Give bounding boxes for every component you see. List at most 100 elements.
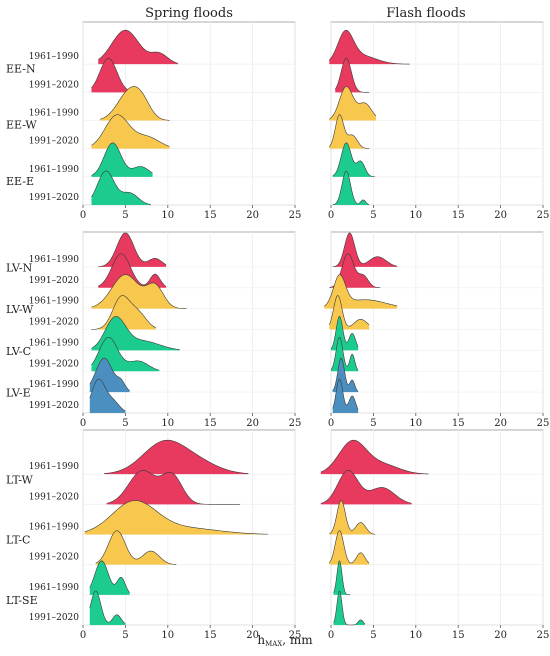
period-label: 1961–1990 [29, 297, 80, 307]
period-label: 1991–2020 [29, 553, 80, 563]
panel-flash-3: 0 5 10 15 20 25 [320, 429, 550, 641]
ridge-outline [104, 439, 249, 474]
ridge-ee-n-spring-1991 [91, 58, 139, 93]
x-tick-label: 20 [246, 210, 259, 221]
ridges [320, 439, 429, 626]
x-tick-label: 5 [122, 630, 128, 641]
x-tick-label: 0 [80, 630, 86, 641]
ridge-outline [334, 58, 370, 93]
ridge-outline [99, 86, 170, 121]
ridge-ee-w-spring-1991 [91, 114, 170, 149]
ridge-outline [89, 590, 126, 624]
ridge-outline [91, 114, 170, 147]
ridge-outline [320, 470, 412, 504]
x-axis: 0 5 10 15 20 25 [80, 625, 301, 641]
x-tick-label: 25 [537, 630, 550, 641]
ridge-lt-c-flash-1961 [329, 500, 376, 535]
period-label: 1991–2020 [29, 613, 80, 623]
x-tick-label: 15 [452, 210, 465, 221]
ridge-lt-c-spring-1961 [84, 500, 268, 535]
ridge-ee-n-spring-1961 [98, 30, 178, 65]
x-tick-label: 5 [370, 630, 376, 641]
region-label-lv-w: LV-W [6, 303, 34, 316]
x-tick-label: 0 [80, 210, 86, 221]
ridge-lv-n-spring-1961 [98, 232, 167, 267]
ridges [91, 29, 179, 205]
region-label-lt-c: LT-C [6, 534, 30, 547]
period-label: 1991–2020 [29, 276, 80, 286]
ridge-lt-w-flash-1991 [320, 470, 412, 505]
period-label: 1991–2020 [29, 193, 80, 203]
ridge-ee-e-flash-1991 [332, 171, 370, 205]
x-tick-label: 0 [328, 210, 334, 221]
ridge-lv-n-spring-1991 [98, 253, 167, 288]
ridge-outline [106, 470, 240, 505]
ridge-outline [91, 142, 153, 176]
x-tick-label: 5 [122, 210, 128, 221]
region-label-lv-n: LV-N [6, 261, 33, 274]
ridge-outline [324, 274, 398, 307]
x-axis: 0 5 10 15 20 25 [80, 413, 301, 429]
column-title-spring: Spring floods [145, 6, 233, 21]
x-tick-label: 25 [537, 210, 550, 221]
x-tick-label: 15 [204, 418, 217, 429]
ridge-ee-e-spring-1991 [91, 171, 151, 205]
x-tick-label: 0 [328, 630, 334, 641]
ridge-ee-w-flash-1961 [329, 86, 376, 121]
ridge-outline [329, 114, 370, 149]
ridge-outline [89, 378, 126, 412]
ridge-outline [91, 316, 180, 350]
ridges [324, 232, 398, 413]
period-label: 1961–1990 [29, 165, 80, 175]
x-axis-label: hMAX, mm [257, 633, 313, 648]
period-label: 1961–1990 [29, 109, 80, 119]
ridge-lv-c-flash-1991 [331, 337, 359, 372]
ridge-outline [98, 253, 167, 287]
ridge-outline [329, 500, 376, 535]
ridge-outline [329, 86, 377, 120]
ridge-outline [329, 29, 410, 65]
period-label: 1991–2020 [29, 318, 80, 328]
ridge-outline [330, 336, 359, 371]
x-tick-label: 15 [204, 630, 217, 641]
panel-spring-1: 0 5 10 15 20 25 [80, 21, 301, 221]
period-label: 1961–1990 [29, 338, 80, 348]
panel-spring-3: 0 5 10 15 20 25 [80, 429, 301, 641]
column-titles: Spring floods Flash floods [145, 6, 466, 21]
ridge-lt-c-spring-1991 [95, 530, 177, 565]
panel-spring-2: 0 5 10 15 20 25 [80, 231, 301, 429]
ridge-outline [91, 170, 151, 205]
ridge-lv-w-flash-1961 [324, 274, 398, 309]
x-axis: 0 5 10 15 20 25 [328, 205, 550, 221]
x-tick-label: 5 [122, 418, 128, 429]
ridge-lv-e-flash-1991 [332, 379, 359, 413]
ridge-ee-e-flash-1961 [332, 142, 376, 177]
x-tick-label: 20 [246, 418, 259, 429]
x-tick-label: 5 [370, 210, 376, 221]
period-label: 1991–2020 [29, 80, 80, 90]
x-axis: 0 5 10 15 20 25 [80, 205, 301, 221]
ridge-lv-e-spring-1991 [89, 379, 126, 413]
ridge-outline [332, 170, 370, 206]
period-label: 1991–2020 [29, 137, 80, 147]
ridge-lt-c-flash-1991 [329, 530, 370, 565]
period-label: 1961–1990 [29, 523, 80, 533]
region-label-ee-n: EE-N [6, 62, 36, 75]
ridge-lt-w-spring-1961 [104, 440, 249, 475]
x-tick-label: 20 [494, 418, 507, 429]
x-tick-label: 5 [370, 418, 376, 429]
x-tick-label: 0 [328, 418, 334, 429]
x-tick-label: 10 [409, 210, 422, 221]
ridge-outline [332, 232, 398, 268]
ridge-outline [84, 500, 268, 535]
ridge-lt-se-spring-1991 [89, 591, 126, 625]
x-tick-label: 10 [409, 630, 422, 641]
region-label-lv-c: LV-C [6, 345, 31, 358]
ridge-outline [332, 142, 376, 178]
ridge-outline [330, 316, 359, 350]
x-tick-label: 15 [204, 210, 217, 221]
ridge-lt-w-spring-1991 [106, 470, 240, 505]
x-tick-label: 10 [409, 418, 422, 429]
